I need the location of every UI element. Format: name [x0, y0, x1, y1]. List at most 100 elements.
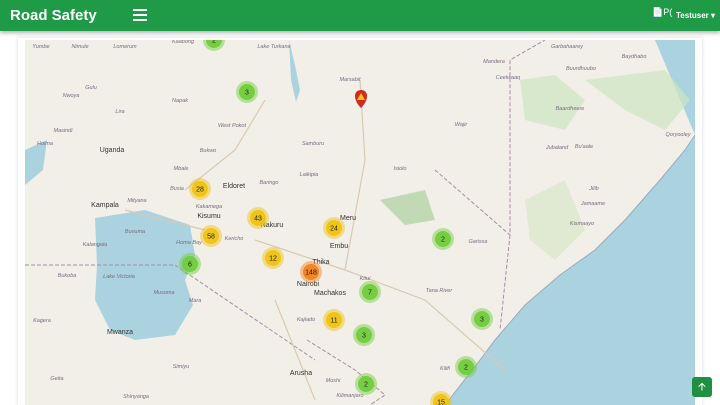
cluster-core	[358, 376, 374, 392]
cluster-count: 7	[368, 290, 372, 297]
place-label: Laikipia	[300, 172, 319, 178]
cluster-core	[433, 394, 449, 405]
marker-cluster[interactable]: 12	[262, 247, 284, 269]
place-label: Samburu	[302, 141, 324, 147]
cluster-core	[203, 228, 219, 244]
place-label: Baardheere	[556, 106, 585, 112]
place-label: Kaabong	[172, 40, 195, 45]
cluster-count: 2	[364, 382, 368, 389]
place-label: Busia	[170, 186, 184, 192]
cluster-core	[192, 181, 208, 197]
marker-cluster[interactable]: 3	[471, 308, 493, 330]
profile-alt: P(	[663, 7, 673, 17]
cluster-count: 3	[362, 333, 366, 340]
cluster-core	[239, 84, 255, 100]
place-label: Mandera	[483, 59, 505, 65]
place-label: Garbahaarey	[551, 44, 584, 50]
place-label: Geita	[50, 376, 63, 382]
place-label: Mityana	[127, 198, 146, 204]
cluster-core	[326, 312, 342, 328]
place-label: Jilib	[588, 186, 598, 192]
place-label: Kajiado	[297, 317, 315, 323]
marker-cluster[interactable]: 28	[189, 178, 211, 200]
place-label: Nakuru	[261, 222, 284, 229]
place-label: Meru	[340, 215, 356, 222]
profile-image: 📄P(	[652, 7, 673, 17]
cluster-core	[362, 284, 378, 300]
place-label: Mbale	[174, 166, 189, 172]
alert-marker[interactable]	[355, 90, 367, 108]
place-label: Gulu	[85, 85, 97, 91]
marker-cluster[interactable]: 2	[455, 356, 477, 378]
place-label: Machakos	[314, 290, 346, 297]
place-label: Kakamega	[196, 204, 222, 210]
place-label: Marsabit	[339, 77, 361, 83]
place-label: West Pokot	[218, 123, 246, 129]
marker-cluster[interactable]: 3	[236, 81, 258, 103]
marker-cluster[interactable]: 2	[203, 40, 225, 51]
marker-cluster[interactable]: 2	[432, 228, 454, 250]
place-label: Ceelwaaq	[496, 75, 521, 81]
place-label: Baydhabo	[622, 54, 647, 60]
place-label: Simiyu	[173, 364, 190, 370]
place-label: Kericho	[225, 236, 244, 242]
cluster-core	[356, 327, 372, 343]
marker-cluster[interactable]: 58	[200, 225, 222, 247]
place-label: Mwanza	[107, 329, 133, 336]
navbar: Road Safety 📄P( Testuser ▾	[0, 0, 720, 31]
place-label: Shinyanga	[123, 394, 149, 400]
cluster-core	[303, 264, 319, 280]
cluster-count: 148	[305, 270, 317, 277]
place-label: Mara	[189, 298, 202, 304]
place-label: Jubaland	[545, 145, 569, 151]
marker-cluster[interactable]: 148	[300, 261, 322, 283]
place-label: Yumbe	[32, 44, 49, 50]
place-label: Embu	[330, 243, 348, 250]
marker-cluster[interactable]: 6	[179, 253, 201, 275]
cluster-count: 24	[330, 226, 338, 233]
place-label: Buvuma	[125, 229, 145, 235]
cluster-count: 6	[188, 262, 192, 269]
brand-title[interactable]: Road Safety	[10, 7, 97, 24]
cluster-count: 3	[245, 90, 249, 97]
place-label: Nimule	[71, 44, 88, 50]
scroll-to-top[interactable]: 🡩	[692, 377, 712, 397]
menu-toggle[interactable]	[133, 9, 147, 21]
cluster-core	[265, 250, 281, 266]
cluster-count: 2	[464, 365, 468, 372]
place-label: Kampala	[91, 202, 119, 209]
place-label: Kitui	[360, 276, 371, 282]
marker-cluster[interactable]: 15	[430, 391, 452, 405]
marker-cluster[interactable]: 3	[353, 324, 375, 346]
place-label: Garissa	[469, 239, 488, 245]
marker-cluster[interactable]: 7	[359, 281, 381, 303]
cluster-count: 3	[480, 317, 484, 324]
place-label: Wajir	[455, 122, 469, 128]
place-label: Nairobi	[297, 281, 320, 288]
cluster-count: 2	[212, 40, 216, 45]
cluster-core	[250, 210, 266, 226]
marker-cluster[interactable]: 24	[323, 217, 345, 239]
user-menu[interactable]: Testuser ▾	[676, 11, 716, 20]
place-label: Uganda	[100, 147, 125, 154]
place-label: Moshi	[326, 378, 341, 384]
place-label: Lake Turkana	[257, 44, 290, 50]
user-name: Testuser	[676, 11, 709, 20]
place-label: Bukoba	[58, 273, 77, 279]
cluster-count: 12	[269, 256, 277, 263]
place-label: Bukwo	[200, 148, 217, 154]
place-label: Qoryooley	[665, 132, 691, 138]
map[interactable]: Yumbe Nimule Lomerum Kaabong Lake Turkana Gul…	[25, 40, 695, 405]
place-label: Masindi	[54, 128, 74, 134]
marker-cluster[interactable]: 43	[247, 207, 269, 229]
cluster-core	[435, 231, 451, 247]
place-label: Lake Victoria	[103, 274, 135, 280]
cluster-core	[326, 220, 342, 236]
place-label: Kisumu	[197, 213, 220, 220]
place-label: Eldoret	[223, 183, 245, 190]
marker-cluster[interactable]: 2	[355, 373, 377, 395]
cluster-count: 43	[254, 216, 262, 223]
place-label: Lomerum	[113, 44, 137, 50]
marker-cluster[interactable]: 11	[323, 309, 345, 331]
